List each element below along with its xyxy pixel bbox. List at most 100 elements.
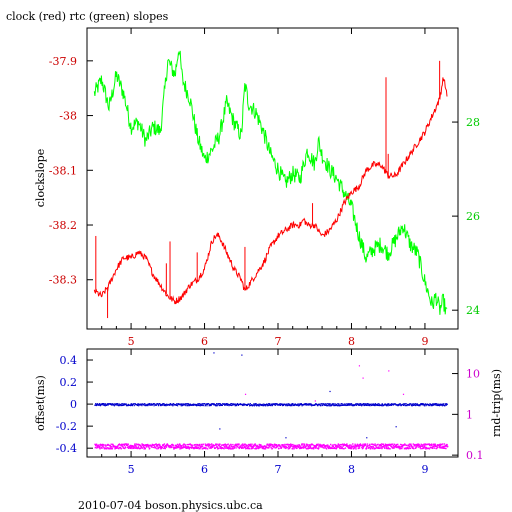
rndtrip-point bbox=[331, 446, 333, 449]
offset-point bbox=[139, 404, 142, 406]
offset-point bbox=[327, 403, 329, 405]
offset-point bbox=[225, 403, 228, 405]
offset-point bbox=[100, 403, 103, 405]
rndtrip-point bbox=[434, 444, 437, 446]
rndtrip-point bbox=[198, 446, 200, 448]
offset-point bbox=[321, 403, 323, 405]
rndtrip-point bbox=[124, 443, 126, 445]
rndtrip-point bbox=[159, 444, 161, 446]
rtc-slope-line bbox=[93, 50, 448, 315]
offset-point bbox=[405, 403, 407, 405]
offset-point bbox=[199, 404, 201, 406]
rndtrip-point bbox=[204, 444, 207, 447]
rndtrip-point bbox=[111, 448, 114, 450]
rndtrip-point bbox=[222, 444, 224, 446]
rndtrip-point bbox=[247, 444, 249, 447]
rndtrip-point bbox=[159, 445, 161, 448]
rndtrip-point bbox=[370, 443, 373, 445]
offset-point bbox=[385, 404, 387, 406]
rndtrip-point bbox=[443, 446, 445, 448]
offset-point bbox=[298, 404, 301, 406]
offset-point bbox=[258, 405, 260, 407]
offset-point bbox=[127, 405, 129, 407]
rndtrip-point bbox=[359, 443, 362, 445]
offset-point bbox=[160, 404, 162, 407]
rndtrip-point bbox=[174, 446, 177, 448]
offset-point bbox=[344, 403, 346, 405]
offset-point bbox=[219, 404, 221, 407]
offset-point bbox=[187, 404, 189, 406]
offset-point bbox=[287, 404, 289, 407]
rndtrip-point bbox=[402, 446, 404, 448]
offset-point bbox=[332, 404, 334, 406]
rndtrip-point bbox=[287, 444, 289, 446]
offset-point bbox=[117, 404, 119, 406]
offset-point bbox=[230, 404, 233, 407]
offset-point bbox=[107, 403, 109, 405]
offset-point bbox=[333, 403, 335, 405]
offset-point bbox=[310, 404, 312, 406]
offset-point bbox=[243, 403, 245, 405]
rndtrip-point bbox=[211, 443, 213, 445]
offset-point bbox=[235, 404, 237, 406]
rndtrip-point bbox=[252, 446, 254, 449]
rndtrip-point bbox=[324, 446, 327, 448]
rndtrip-point bbox=[95, 443, 98, 445]
rndtrip-point bbox=[333, 446, 336, 449]
offset-point bbox=[170, 403, 172, 405]
rndtrip-point bbox=[318, 446, 320, 448]
offset-point bbox=[253, 405, 255, 407]
offset-point bbox=[329, 403, 331, 405]
rndtrip-point bbox=[267, 444, 270, 446]
rndtrip-point bbox=[398, 445, 400, 448]
rndtrip-point bbox=[357, 445, 360, 447]
offset-point bbox=[248, 403, 250, 405]
offset-point bbox=[378, 403, 380, 405]
rndtrip-point bbox=[257, 445, 259, 447]
rndtrip-point bbox=[244, 446, 247, 448]
rndtrip-point bbox=[422, 446, 424, 448]
rndtrip-point bbox=[208, 444, 211, 447]
offset-point bbox=[107, 404, 109, 406]
rndtrip-point bbox=[335, 444, 337, 446]
rndtrip-point bbox=[392, 443, 394, 445]
rndtrip-point bbox=[249, 444, 251, 447]
offset-point bbox=[329, 405, 332, 407]
rndtrip-point bbox=[118, 447, 120, 450]
rndtrip-point bbox=[134, 447, 137, 449]
offset-point bbox=[440, 403, 442, 405]
rndtrip-point bbox=[258, 445, 260, 448]
rndtrip-point bbox=[266, 443, 269, 445]
rndtrip-point bbox=[349, 444, 351, 446]
rndtrip-point bbox=[315, 444, 317, 447]
offset-point bbox=[224, 403, 226, 405]
offset-point bbox=[233, 403, 235, 405]
offset-point bbox=[184, 404, 186, 406]
offset-point bbox=[377, 403, 379, 405]
offset-point bbox=[293, 404, 295, 407]
offset-point bbox=[362, 403, 365, 405]
y2-tick-label: 0.1 bbox=[466, 449, 484, 462]
offset-point bbox=[251, 405, 254, 407]
rndtrip-point bbox=[362, 445, 365, 448]
rndtrip-point bbox=[391, 443, 393, 445]
rndtrip-point bbox=[421, 447, 424, 450]
rndtrip-point bbox=[198, 444, 201, 446]
rndtrip-point bbox=[439, 446, 442, 448]
rndtrip-point bbox=[336, 445, 338, 447]
offset-point bbox=[316, 404, 318, 406]
rndtrip-point bbox=[293, 448, 295, 450]
offset-point bbox=[294, 403, 297, 405]
offset-point bbox=[329, 405, 331, 407]
rndtrip-point bbox=[108, 444, 110, 446]
offset-point bbox=[109, 403, 111, 405]
offset-point bbox=[300, 403, 302, 406]
rndtrip-point bbox=[192, 444, 194, 446]
offset-point bbox=[225, 404, 227, 406]
rndtrip-point bbox=[180, 445, 183, 447]
offset-point bbox=[275, 404, 277, 406]
offset-point bbox=[226, 403, 228, 405]
rndtrip-point bbox=[211, 445, 213, 447]
offset-point bbox=[130, 403, 132, 405]
rndtrip-point bbox=[299, 445, 301, 447]
